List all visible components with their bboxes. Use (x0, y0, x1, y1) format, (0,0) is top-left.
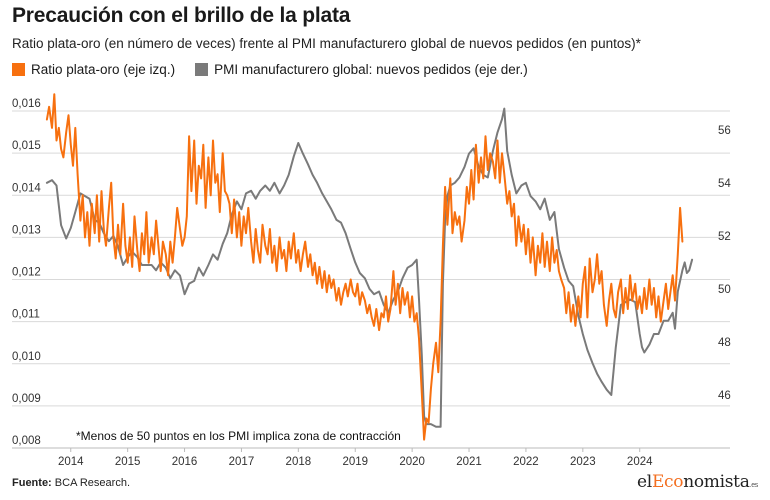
left-tick-label: 0,014 (12, 182, 41, 194)
chart-annotation: *Menos de 50 puntos en los PMI implica z… (76, 429, 401, 443)
x-tick-label: 2022 (513, 456, 539, 468)
legend-item-pmi: PMI manufacturero global: nuevos pedidos… (195, 62, 528, 77)
x-tick-label: 2019 (342, 456, 368, 468)
legend-swatch-pmi (195, 63, 209, 76)
left-tick-label: 0,008 (12, 435, 41, 447)
chart-subtitle: Ratio plata-oro (en número de veces) fre… (12, 36, 641, 51)
x-axis-ticks: 2014 2015 2016 2017 2018 2019 2020 2021 2022 2023… (12, 447, 730, 468)
x-tick-label: 2023 (570, 456, 596, 468)
left-tick-label: 0,012 (12, 267, 41, 279)
left-axis-ticks: 0,016 0,015 0,014 0,013 0,012 0,011 0,010 0,009… (12, 98, 41, 447)
left-tick-label: 0,011 (12, 309, 40, 321)
x-tick-label: 2020 (399, 456, 425, 468)
right-tick-label: 56 (718, 125, 731, 137)
x-tick-label: 2017 (229, 456, 255, 468)
source-note: Fuente: BCA Research. (12, 477, 130, 489)
logo-suffix: nomista (683, 472, 750, 492)
right-tick-label: 46 (718, 390, 731, 402)
left-tick-label: 0,015 (12, 140, 41, 152)
right-tick-label: 54 (718, 178, 731, 190)
x-tick-label: 2015 (115, 456, 141, 468)
legend-swatch-silver-gold (12, 63, 25, 76)
source-text: BCA Research. (54, 477, 130, 489)
x-tick-label: 2016 (172, 456, 198, 468)
gridlines (12, 110, 730, 449)
legend-label-pmi: PMI manufacturero global: nuevos pedidos… (214, 62, 528, 77)
series-lines (45, 93, 694, 441)
logo-tld: .es (749, 482, 759, 489)
x-tick-label: 2024 (627, 456, 653, 468)
chart-title: Precaución con el brillo de la plata (12, 4, 351, 27)
x-tick-label: 2018 (286, 456, 312, 468)
source-label: Fuente: (12, 477, 52, 489)
left-tick-label: 0,010 (12, 351, 41, 363)
legend: Ratio plata-oro (eje izq.) PMI manufactu… (12, 62, 548, 77)
series-line-silver-gold-ratio (45, 93, 684, 441)
right-tick-label: 50 (718, 284, 731, 296)
right-tick-label: 48 (718, 337, 731, 349)
publisher-logo: elEconomista.es (637, 472, 758, 492)
logo-accent: Eco (651, 472, 684, 492)
left-tick-label: 0,016 (12, 98, 41, 110)
legend-label-silver-gold: Ratio plata-oro (eje izq.) (31, 62, 176, 77)
legend-item-silver-gold: Ratio plata-oro (eje izq.) (12, 62, 175, 77)
x-tick-label: 2014 (58, 456, 84, 468)
logo-prefix: el (637, 472, 652, 492)
left-tick-label: 0,013 (12, 224, 41, 236)
right-tick-label: 52 (718, 231, 731, 243)
left-tick-label: 0,009 (12, 393, 41, 405)
x-tick-label: 2021 (456, 456, 482, 468)
right-axis-ticks: 56 54 52 50 48 46 (718, 125, 731, 402)
